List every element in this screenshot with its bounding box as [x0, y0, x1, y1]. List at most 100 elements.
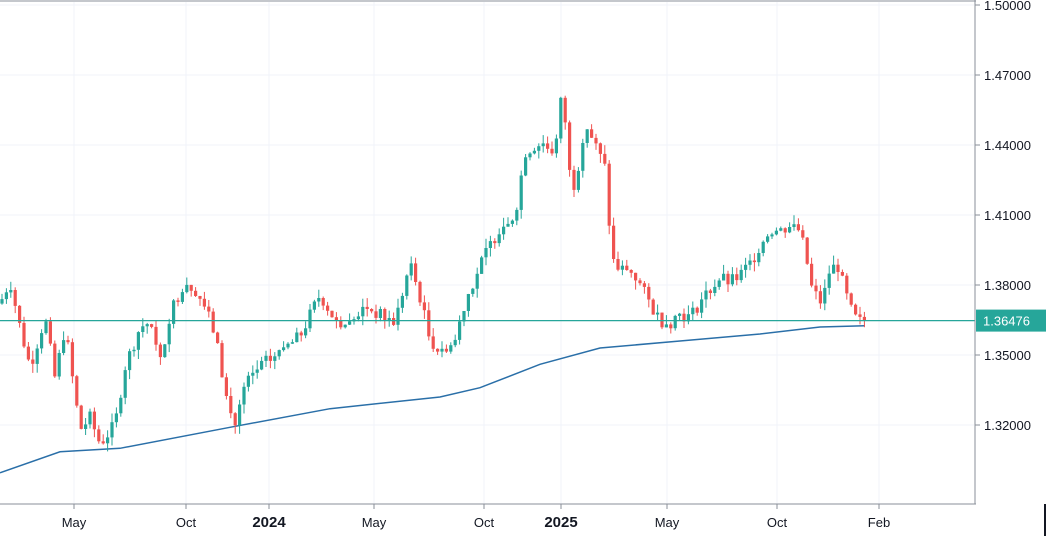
candle-down — [603, 153, 607, 164]
candle-down — [854, 304, 858, 315]
x-tick-label: May — [362, 515, 387, 530]
candle-up — [497, 234, 501, 244]
candle-down — [651, 299, 655, 315]
candle-down — [79, 405, 83, 429]
candle-up — [744, 264, 748, 270]
candle-up — [132, 349, 136, 352]
candle-down — [97, 429, 101, 442]
candle-up — [585, 129, 589, 143]
candle-up — [686, 314, 690, 322]
candle-down — [22, 322, 26, 347]
candle-up — [317, 298, 321, 302]
candle-up — [730, 274, 734, 285]
candle-up — [119, 397, 123, 414]
y-tick-label: 1.47000 — [984, 68, 1031, 83]
candle-up — [273, 356, 277, 361]
candle-up — [290, 342, 294, 344]
candle-up — [264, 355, 268, 361]
candle-up — [57, 353, 61, 377]
candle-down — [13, 290, 17, 306]
candle-down — [198, 296, 202, 299]
candle-up — [4, 292, 8, 300]
candle-up — [44, 321, 48, 334]
candle-down — [418, 281, 422, 303]
candle-up — [286, 343, 290, 348]
y-tick-label: 1.44000 — [984, 138, 1031, 153]
candle-down — [708, 290, 712, 293]
candle-down — [594, 137, 598, 144]
x-tick-label: May — [655, 515, 680, 530]
candle-up — [770, 234, 774, 237]
candle-down — [638, 280, 642, 284]
gridlines — [0, 2, 974, 504]
candle-up — [185, 284, 189, 293]
candle-down — [563, 97, 567, 123]
candle-down — [427, 310, 431, 337]
candle-down — [101, 441, 105, 444]
candle-up — [792, 224, 796, 227]
candle-down — [752, 260, 756, 263]
candle-down — [814, 285, 818, 292]
x-axis-labels[interactable]: May Oct 2024 May Oct 2025 May Oct Feb — [62, 504, 890, 531]
candle-down — [176, 300, 180, 302]
candle-down — [629, 270, 633, 273]
candle-down — [845, 275, 849, 294]
moving-average — [0, 325, 866, 474]
candle-up — [40, 333, 44, 349]
candle-down — [370, 309, 374, 312]
candle-up — [308, 309, 312, 329]
candle-up — [348, 321, 352, 325]
candle-up — [84, 424, 88, 429]
candle-down — [858, 314, 862, 317]
candle-up — [475, 273, 479, 289]
candle-up — [343, 324, 347, 328]
candle-up — [163, 344, 167, 358]
candle-up — [136, 332, 140, 350]
candle-up — [255, 369, 259, 373]
candle-up — [524, 157, 528, 176]
candle-up — [761, 241, 765, 253]
candle-down — [550, 148, 554, 154]
candle-up — [462, 311, 466, 322]
candle-up — [304, 328, 308, 336]
candle-down — [660, 312, 664, 328]
candle-down — [220, 343, 224, 378]
candle-up — [748, 260, 752, 265]
candle-down — [647, 286, 651, 300]
candle-down — [726, 273, 730, 285]
x-tick-label: May — [62, 515, 87, 530]
candle-up — [9, 290, 13, 293]
x-tick-label: Oct — [176, 515, 197, 530]
candle-up — [396, 307, 400, 325]
candle-up — [400, 295, 404, 308]
candle-up — [537, 146, 541, 151]
current-price-label: 1.36476 — [983, 314, 1030, 329]
candle-down — [642, 283, 646, 287]
candle-up — [251, 372, 255, 376]
candle-down — [849, 293, 853, 305]
candle-up — [35, 348, 39, 364]
y-axis-labels: 1.32000 1.35000 1.38000 1.41000 1.44000 1.470… — [975, 0, 1031, 433]
candle-down — [695, 307, 699, 313]
candle-up — [356, 316, 360, 320]
x-tick-label: 2025 — [544, 514, 577, 531]
candle-down — [330, 310, 334, 318]
candle-up — [717, 280, 721, 287]
candle-down — [801, 230, 805, 238]
x-tick-label: 2024 — [252, 514, 286, 531]
candle-down — [229, 396, 233, 414]
candle-down — [189, 284, 193, 291]
candle-up — [559, 97, 563, 139]
candle-up — [238, 404, 242, 426]
candle-up — [387, 318, 391, 321]
candle-up — [141, 326, 145, 332]
candle-up — [488, 241, 492, 248]
candle-down — [233, 413, 237, 426]
candle-down — [211, 311, 215, 333]
candle-down — [796, 224, 800, 231]
candle-up — [378, 309, 382, 318]
current-price-badge — [976, 309, 1046, 332]
candle-up — [713, 286, 717, 293]
candle-up — [466, 294, 470, 311]
